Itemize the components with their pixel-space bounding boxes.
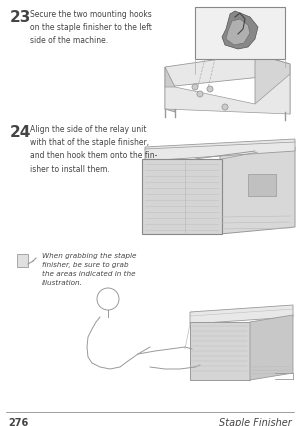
Circle shape <box>97 288 119 310</box>
Circle shape <box>197 92 203 98</box>
FancyBboxPatch shape <box>195 8 285 60</box>
Text: When grabbing the staple
finisher, be sure to grab
the areas indicated in the
il: When grabbing the staple finisher, be su… <box>42 253 136 285</box>
Text: 276: 276 <box>8 417 28 426</box>
Circle shape <box>222 105 228 111</box>
Polygon shape <box>190 305 293 324</box>
Circle shape <box>207 87 213 93</box>
Polygon shape <box>165 55 290 88</box>
Polygon shape <box>220 148 295 234</box>
Text: Secure the two mounting hooks
on the staple finisher to the left
side of the mac: Secure the two mounting hooks on the sta… <box>30 10 152 45</box>
Polygon shape <box>255 55 290 115</box>
Text: 23: 23 <box>10 10 32 25</box>
Circle shape <box>192 85 198 91</box>
FancyBboxPatch shape <box>17 254 28 268</box>
Polygon shape <box>145 140 295 161</box>
Polygon shape <box>226 20 250 46</box>
Text: Staple Finisher: Staple Finisher <box>219 417 292 426</box>
FancyBboxPatch shape <box>142 160 222 234</box>
FancyBboxPatch shape <box>248 175 276 196</box>
Polygon shape <box>250 315 293 380</box>
Text: Align the side of the relay unit
with that of the staple finisher,
and then hook: Align the side of the relay unit with th… <box>30 125 158 173</box>
Polygon shape <box>222 12 258 50</box>
FancyBboxPatch shape <box>190 322 250 380</box>
Polygon shape <box>165 75 290 115</box>
Text: 24: 24 <box>10 125 32 140</box>
Polygon shape <box>165 68 175 113</box>
